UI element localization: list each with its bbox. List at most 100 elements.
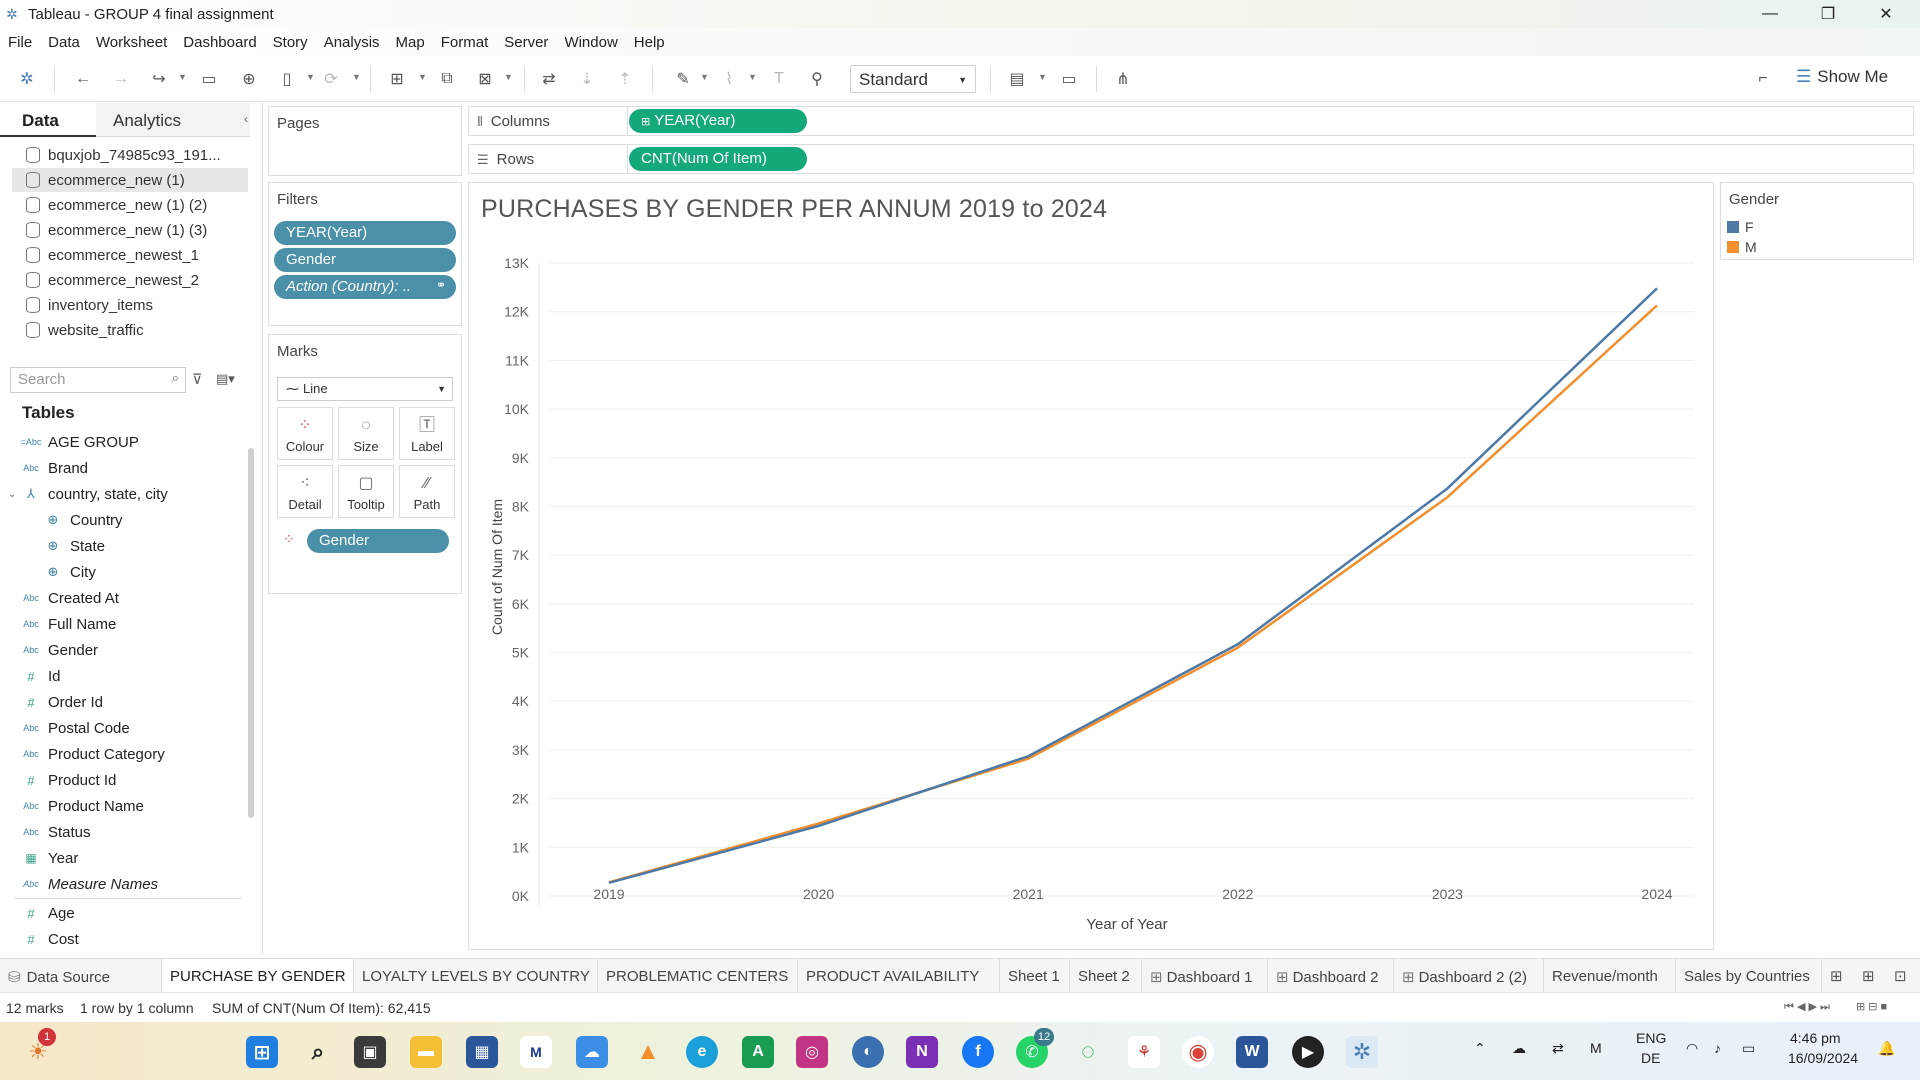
tooltip-button[interactable]: ▢ Tooltip — [338, 465, 394, 518]
field-item[interactable]: # Id — [20, 664, 60, 688]
tableau-home-icon[interactable]: ✲ — [20, 71, 34, 88]
field-item[interactable]: Abc Full Name — [20, 612, 116, 636]
size-button[interactable]: ◌ Size — [338, 407, 394, 460]
language-indicator[interactable]: ENG — [1636, 1030, 1667, 1046]
datasource-item[interactable]: ecommerce_new (1) (2) — [12, 193, 248, 217]
tab-dashboard-1[interactable]: ⊞ Dashboard 1 — [1142, 959, 1268, 993]
new-sheet-icon[interactable]: ⊞ — [1830, 968, 1843, 985]
field-item[interactable]: ⊕ Country — [42, 508, 123, 532]
view-layout-icon[interactable]: ⊞ ⊟ ■ — [1856, 1001, 1888, 1013]
field-item[interactable]: ⊕ City — [42, 560, 96, 584]
windows-start-icon[interactable]: ⊞ — [246, 1036, 278, 1068]
series-line-m[interactable] — [608, 304, 1658, 884]
tab-loyalty-levels[interactable]: LOYALTY LEVELS BY COUNTRY — [354, 959, 598, 993]
menu-worksheet[interactable]: Worksheet — [95, 33, 168, 51]
onedrive-icon[interactable]: ☁ — [576, 1036, 608, 1068]
tab-dashboard-2[interactable]: ⊞ Dashboard 2 — [1268, 959, 1394, 993]
datasource-item[interactable]: bquxjob_74985c93_191... — [12, 143, 248, 167]
datasource-item[interactable]: ecommerce_newest_2 — [12, 268, 248, 292]
collapse-pane-icon[interactable]: ‹ — [244, 112, 248, 126]
tab-data-source[interactable]: ⛁ Data Source — [0, 959, 162, 993]
search-input[interactable]: Search ⌕ — [10, 367, 186, 393]
legend-item-m[interactable]: M — [1727, 239, 1757, 255]
onedrive-tray-icon[interactable]: ☁ — [1512, 1040, 1526, 1056]
tableau-taskbar-icon[interactable]: ✲ — [1346, 1036, 1378, 1068]
undo-icon[interactable]: ← — [75, 70, 91, 87]
line-chart[interactable]: 0K 1K 2K 3K 4K 5K 6K 7K 8K 9K 10K 11K 12K 13K 2019 202… — [469, 183, 1715, 951]
tab-problematic-centers[interactable]: PROBLEMATIC CENTERS — [598, 959, 798, 993]
field-item[interactable]: Abc Brand — [20, 456, 88, 480]
format-painter-icon[interactable]: ⌐ — [1758, 70, 1768, 87]
menu-analysis[interactable]: Analysis — [323, 33, 380, 51]
datasource-item[interactable]: ecommerce_new (1) — [12, 168, 248, 192]
field-item[interactable]: # Order Id — [20, 690, 103, 714]
file-explorer-icon[interactable]: ▬ — [410, 1036, 442, 1068]
mark-type-dropdown[interactable]: ⁓ Line ▼ — [277, 377, 453, 401]
new-dashboard-icon[interactable]: ⊞ — [1862, 968, 1875, 985]
datasource-item[interactable]: ecommerce_newest_1 — [12, 243, 248, 267]
edge-icon[interactable]: e — [686, 1036, 718, 1068]
clock-time[interactable]: 4:46 pm — [1790, 1030, 1841, 1046]
close-button[interactable]: ✕ — [1879, 6, 1893, 23]
field-item[interactable]: # Age — [20, 901, 74, 925]
worksheet-view[interactable]: PURCHASES BY GENDER PER ANNUM 2019 to 20… — [468, 182, 1714, 950]
battery-icon[interactable]: ▭ — [1742, 1040, 1756, 1056]
word-icon[interactable]: W — [1236, 1036, 1268, 1068]
datasource-item[interactable]: ecommerce_new (1) (3) — [12, 218, 248, 242]
label-button[interactable]: 🅃 Label — [399, 407, 455, 460]
mail-icon[interactable]: M — [520, 1036, 552, 1068]
swap-rows-columns-icon[interactable]: ⇄ — [542, 71, 556, 88]
tab-data[interactable]: Data — [0, 103, 96, 137]
columns-pill[interactable]: ⊞ YEAR(Year) — [629, 109, 807, 133]
vlc-icon[interactable]: ▲ — [636, 1038, 660, 1065]
filter-icon[interactable]: ⊽ — [192, 371, 203, 387]
colour-button[interactable]: ⁘ Colour — [277, 407, 333, 460]
clock-date[interactable]: 16/09/2024 — [1788, 1050, 1859, 1066]
replay-dropdown-icon[interactable]: ▼ — [178, 72, 187, 82]
field-item[interactable]: # Cost — [20, 927, 78, 951]
tab-sheet-1[interactable]: Sheet 1 — [1000, 959, 1070, 993]
spreadsheet-icon[interactable]: A — [742, 1036, 774, 1068]
field-item[interactable]: =Abc AGE GROUP — [20, 433, 139, 451]
group-members-icon[interactable]: ⌇ — [725, 71, 733, 88]
tab-dashboard-2-2[interactable]: ⊞ Dashboard 2 (2) — [1394, 959, 1544, 993]
field-item[interactable]: Abc Product Category — [20, 742, 165, 766]
menu-help[interactable]: Help — [633, 33, 665, 51]
refresh-icon[interactable]: ⟳ — [324, 71, 338, 88]
tab-revenue-month[interactable]: Revenue/month — [1544, 959, 1676, 993]
pages-card[interactable]: Pages — [268, 106, 462, 176]
search-icon[interactable]: ⌕ — [311, 1039, 325, 1064]
rows-pill[interactable]: CNT(Num Of Item) — [629, 147, 807, 171]
menu-file[interactable]: File — [8, 33, 33, 51]
onenote-icon[interactable]: N — [906, 1036, 938, 1068]
datasource-item[interactable]: website_traffic — [12, 318, 248, 342]
highlight-icon[interactable]: ✎ — [676, 71, 690, 88]
share-icon[interactable]: ⋔ — [1116, 71, 1130, 88]
sheet-navigation-icon[interactable]: ⏮ ◀ ▶ ⏭ — [1784, 1001, 1830, 1013]
field-item[interactable]: Abc Product Name — [20, 794, 144, 818]
notification-bell-icon[interactable]: 🔔 — [1878, 1040, 1896, 1056]
detail-button[interactable]: ⁖ Detail — [277, 465, 333, 518]
field-item[interactable]: Abc Postal Code — [20, 716, 129, 740]
restore-button[interactable]: ❐ — [1820, 6, 1836, 23]
redo-icon[interactable]: → — [113, 70, 129, 87]
series-line-f[interactable] — [608, 287, 1658, 885]
store-icon[interactable]: ▦ — [466, 1036, 498, 1068]
pause-updates-icon[interactable]: ▯ — [282, 71, 292, 88]
new-datasource-icon[interactable]: ⊕ — [242, 71, 256, 88]
duplicate-sheet-icon[interactable]: ⧉ — [441, 70, 453, 87]
fix-axes-icon[interactable]: ⚲ — [811, 71, 823, 88]
new-story-icon[interactable]: ⊡ — [1894, 968, 1907, 985]
show-cards-icon[interactable]: ▤ — [1009, 71, 1025, 88]
media-player-icon[interactable]: ▶ — [1292, 1036, 1324, 1068]
new-worksheet-icon[interactable]: ⊞ — [390, 71, 404, 88]
volume-icon[interactable]: ♪ — [1714, 1040, 1721, 1056]
field-item[interactable]: Abc Status — [20, 820, 90, 844]
show-me-button[interactable]: ☰ Show Me — [1796, 67, 1888, 87]
menu-story[interactable]: Story — [272, 33, 308, 51]
menu-window[interactable]: Window — [564, 33, 618, 51]
scrollbar[interactable] — [248, 448, 254, 818]
menu-map[interactable]: Map — [395, 33, 425, 51]
marks-pill-gender[interactable]: Gender — [307, 529, 449, 553]
tab-sales-by-countries[interactable]: Sales by Countries — [1676, 959, 1822, 993]
